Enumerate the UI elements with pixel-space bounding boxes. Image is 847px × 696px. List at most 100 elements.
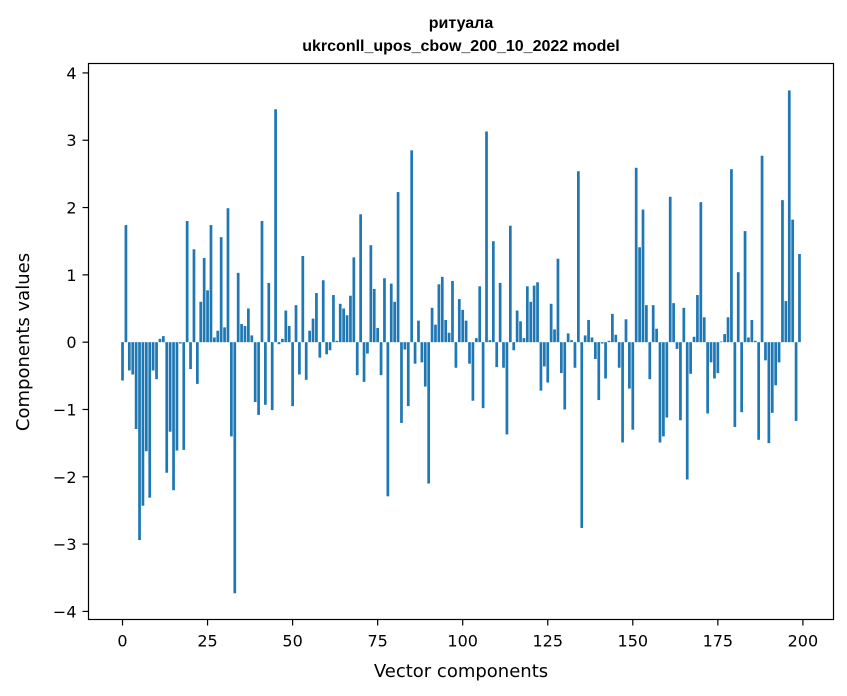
bar [740, 342, 744, 413]
bar [495, 342, 499, 368]
bar [611, 313, 614, 343]
bar [338, 303, 342, 343]
bar [413, 342, 417, 364]
bar [124, 225, 128, 343]
y-tick-label: −2 [53, 468, 77, 487]
bar [655, 328, 658, 343]
bar [573, 342, 577, 368]
bar [675, 342, 679, 349]
bar [151, 342, 155, 371]
bar [226, 208, 230, 343]
bar [213, 337, 216, 343]
bar [216, 330, 220, 343]
bar [648, 342, 652, 380]
bar [308, 330, 311, 343]
bar [532, 285, 536, 343]
bar [468, 342, 471, 364]
bar [131, 342, 135, 375]
bar [454, 342, 458, 368]
bar [699, 202, 703, 343]
bar [770, 342, 774, 413]
bar [294, 305, 298, 343]
bar [563, 342, 567, 410]
bar [250, 335, 254, 343]
bar [713, 342, 716, 379]
bar [403, 342, 407, 350]
bar [144, 342, 148, 452]
bar [577, 171, 580, 343]
bar [730, 169, 733, 343]
bar [587, 319, 590, 343]
bar [175, 342, 179, 451]
bar [607, 340, 611, 343]
bar [651, 305, 655, 343]
bar [716, 342, 720, 374]
bar [519, 321, 522, 343]
bar [321, 280, 325, 343]
bar [328, 342, 332, 351]
bar [474, 338, 478, 343]
y-tick-label: 1 [66, 266, 76, 285]
bar [168, 342, 172, 432]
y-tick-label: 3 [66, 131, 76, 150]
y-tick-label: 2 [66, 199, 76, 218]
bar [685, 342, 689, 480]
bar [138, 342, 141, 541]
bar [298, 342, 301, 375]
bar [502, 342, 505, 368]
bar [580, 342, 584, 528]
bar [529, 301, 533, 343]
bar [597, 342, 601, 401]
x-tick-label: 25 [197, 632, 217, 651]
bar [733, 342, 737, 427]
bar [185, 221, 189, 343]
bar [383, 278, 386, 343]
bar [753, 340, 757, 343]
bar [219, 237, 223, 343]
bar [287, 326, 291, 343]
bar [512, 342, 516, 351]
bar [393, 301, 397, 343]
bar [423, 342, 427, 387]
x-tick-label: 75 [367, 632, 387, 651]
bar [178, 342, 182, 344]
bar [277, 342, 281, 345]
bar [161, 336, 165, 343]
y-tick-label: −3 [53, 535, 77, 554]
bar [658, 342, 662, 443]
bar [257, 342, 260, 415]
bar [158, 338, 162, 343]
x-tick-label: 0 [117, 632, 127, 651]
bar [662, 342, 665, 437]
bar [723, 334, 726, 343]
bar [546, 342, 550, 383]
chart-title-line2: ukrconll_upos_cbow_200_10_2022 model [302, 38, 619, 55]
bar [750, 319, 754, 343]
bar [556, 258, 560, 343]
bar [267, 282, 271, 343]
bar [440, 276, 444, 343]
x-axis-ticks: 0 25 50 75 100 125 150 175 200 [117, 619, 818, 651]
bar [668, 196, 672, 343]
bar [318, 342, 322, 358]
plot-area-frame [87, 62, 835, 621]
bar [672, 303, 675, 343]
bar [332, 295, 335, 343]
bar [417, 320, 420, 343]
bar [182, 342, 186, 450]
bar [491, 241, 495, 343]
bar [260, 221, 264, 343]
bar [536, 282, 539, 343]
y-axis-label: Components values [13, 253, 34, 431]
bar [515, 310, 519, 343]
bar [172, 342, 175, 491]
bar [583, 335, 587, 343]
bar [706, 342, 709, 414]
bar [270, 342, 274, 411]
bar [202, 258, 206, 343]
bar [400, 342, 403, 423]
bar [165, 342, 169, 473]
bar [430, 307, 434, 343]
bar [223, 327, 226, 343]
bar [787, 90, 791, 343]
